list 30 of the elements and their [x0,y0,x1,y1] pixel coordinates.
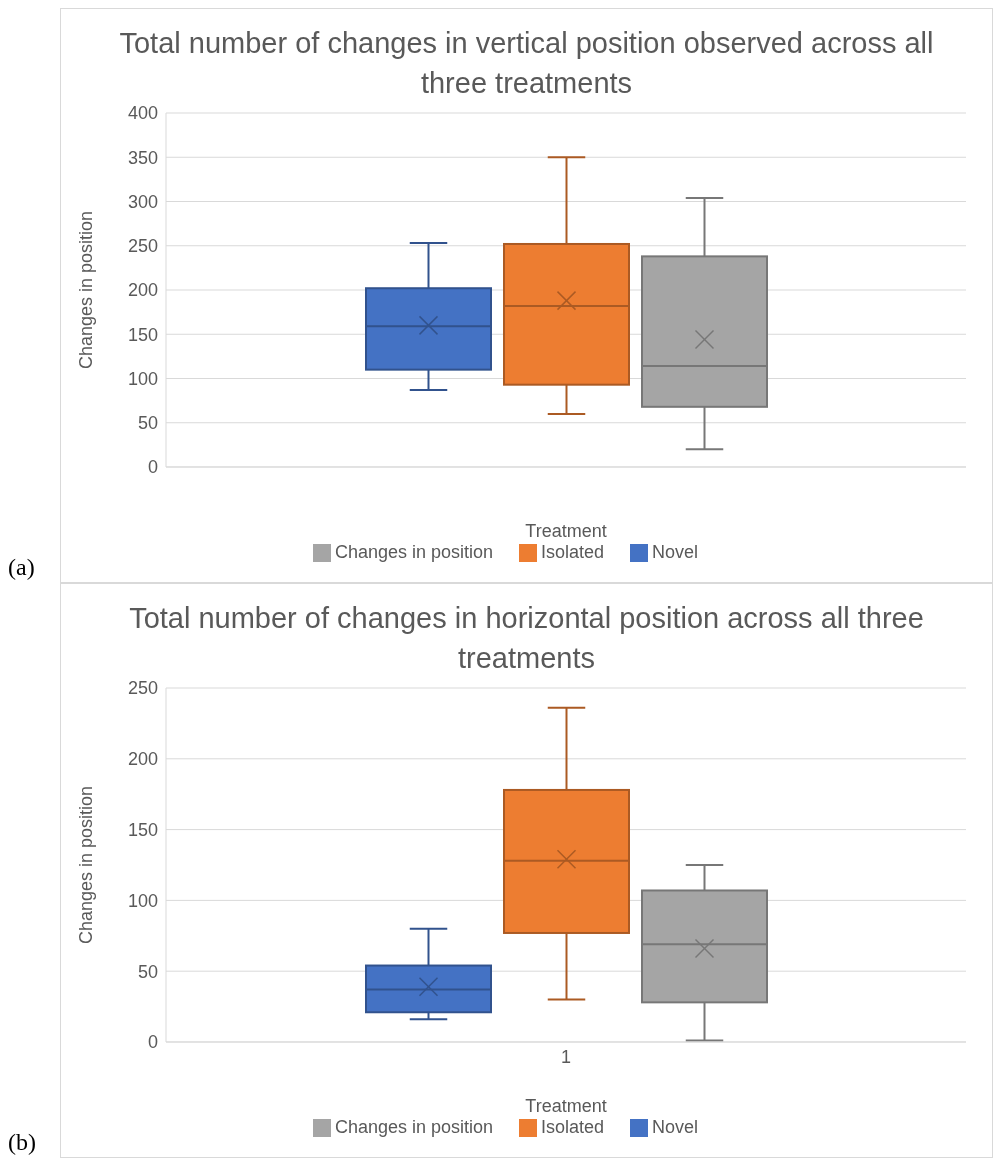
text: (a) [8,554,35,581]
y-tick-label: 0 [147,1032,158,1053]
y-tick-label: 150 [127,819,158,840]
y-tick-label: 0 [147,457,158,478]
legend-label: Isolated [541,542,605,562]
y-tick-label: 150 [127,324,158,345]
y-tick-label: 200 [127,749,158,770]
y-tick-label: 200 [127,280,158,301]
legend-label: Changes in position [334,542,494,562]
legend-label: Changes in position [334,1117,494,1137]
x-axis-title: Treatment [525,521,607,541]
y-axis-title: Changes in position [76,785,97,945]
x-tick-label: 1 [560,1046,572,1067]
y-tick-label: 300 [127,191,158,212]
y-tick-label: 250 [127,678,158,699]
y-axis-title: Changes in position [76,210,97,370]
y-tick-label: 400 [127,103,158,124]
y-tick-label: 250 [127,236,158,257]
chart-title: Total number of changes in vertical position observed across all three treatments [118,26,935,101]
y-tick-label: 50 [137,961,158,982]
legend-label: Novel [652,1117,699,1137]
y-tick-label: 350 [127,147,158,168]
y-tick-label: 100 [127,368,158,389]
text: (b) [8,1129,36,1156]
chart-title: Total number of changes in horizontal position across all three treatments [128,601,925,676]
legend-label: Novel [652,542,699,562]
x-axis-title: Treatment [525,1096,607,1116]
y-tick-label: 50 [137,413,158,434]
y-tick-label: 100 [127,890,158,911]
legend-label: Isolated [541,1117,605,1137]
